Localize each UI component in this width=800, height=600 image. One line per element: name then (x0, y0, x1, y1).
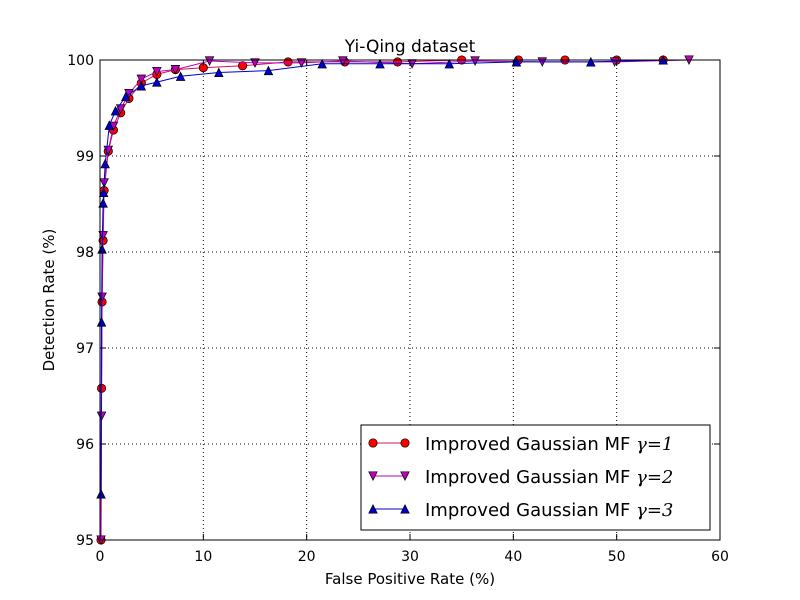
x-tick-label: 10 (194, 549, 212, 565)
legend-gamma: γ=3 (636, 500, 673, 521)
data-point-2-10 (136, 74, 147, 85)
data-point-2-16 (338, 56, 348, 66)
data-point-1-15 (283, 57, 293, 67)
data-point-3-18 (511, 56, 522, 67)
data-point-3-2 (96, 317, 107, 327)
x-tick-label: 30 (401, 549, 419, 565)
data-point-2-18 (470, 56, 480, 66)
data-point-legend-1-a (368, 438, 378, 448)
data-point-legend-2-a (368, 471, 378, 481)
y-tick-label: 95 (76, 533, 94, 549)
legend-gamma: γ=2 (636, 467, 673, 488)
legend-entry-2: Improved Gaussian MF γ=2 (368, 467, 673, 488)
data-point-legend-1-b (400, 438, 410, 448)
data-point-2-13 (204, 56, 215, 66)
legend-box (360, 424, 711, 531)
legend-series-name: Improved Gaussian MF (425, 500, 636, 521)
data-point-2-15 (296, 58, 307, 68)
legend-entry-3: Improved Gaussian MF γ=3 (368, 500, 673, 521)
x-tick-label: 0 (96, 549, 105, 565)
x-tick-label: 40 (504, 549, 522, 565)
legend-series-name: Improved Gaussian MF (425, 434, 636, 455)
y-tick-label: 97 (76, 341, 94, 357)
legend-label: Improved Gaussian MF γ=2 (425, 467, 673, 488)
data-point-2-12 (170, 65, 181, 75)
data-point-3-17 (444, 58, 455, 69)
legend-series-name: Improved Gaussian MF (425, 467, 636, 488)
x-axis-label: False Positive Rate (%) (325, 570, 495, 588)
legend-label: Improved Gaussian MF γ=1 (425, 434, 673, 455)
data-point-3-7 (104, 120, 115, 130)
data-point-3-12 (175, 71, 186, 81)
data-point-3-1 (96, 488, 106, 499)
data-point-3-5 (98, 187, 109, 198)
axis-ticks: 0 10 20 30 40 50 60 95 96 97 98 99 100 (67, 53, 729, 565)
legend-label: Improved Gaussian MF γ=3 (425, 500, 673, 521)
x-tick-label: 50 (608, 549, 626, 565)
data-point-legend-2-b (400, 471, 410, 481)
y-axis-label: Detection Rate (%) (40, 229, 58, 372)
x-tick-label: 20 (298, 549, 316, 565)
data-point-1-17 (393, 57, 403, 67)
data-point-1-14 (238, 61, 248, 71)
legend-gamma: γ=1 (636, 434, 673, 455)
data-point-3-4 (98, 198, 108, 208)
data-point-3-13 (214, 67, 224, 78)
data-point-2-4 (98, 231, 108, 241)
data-point-2-11 (152, 66, 162, 77)
data-point-3-10 (136, 80, 147, 91)
y-tick-label: 100 (67, 53, 94, 69)
data-point-legend-3-b (400, 504, 410, 514)
data-point-3-8 (110, 105, 121, 116)
data-point-2-14 (250, 58, 260, 68)
y-tick-label: 96 (76, 437, 94, 453)
data-point-legend-3-a (368, 504, 378, 514)
x-tick-label: 60 (711, 549, 729, 565)
legend-entry-1: Improved Gaussian MF γ=1 (368, 434, 673, 455)
data-point-3-14 (263, 65, 274, 76)
data-point-3-15 (317, 58, 327, 69)
data-point-3-11 (152, 77, 162, 87)
data-point-3-19 (586, 56, 596, 67)
data-point-3-16 (375, 58, 385, 69)
data-point-3-6 (100, 158, 110, 169)
y-tick-label: 98 (76, 245, 94, 261)
chart-title: Yi-Qing dataset (344, 37, 476, 57)
y-tick-label: 99 (76, 149, 94, 165)
data-point-3-9 (121, 91, 131, 102)
